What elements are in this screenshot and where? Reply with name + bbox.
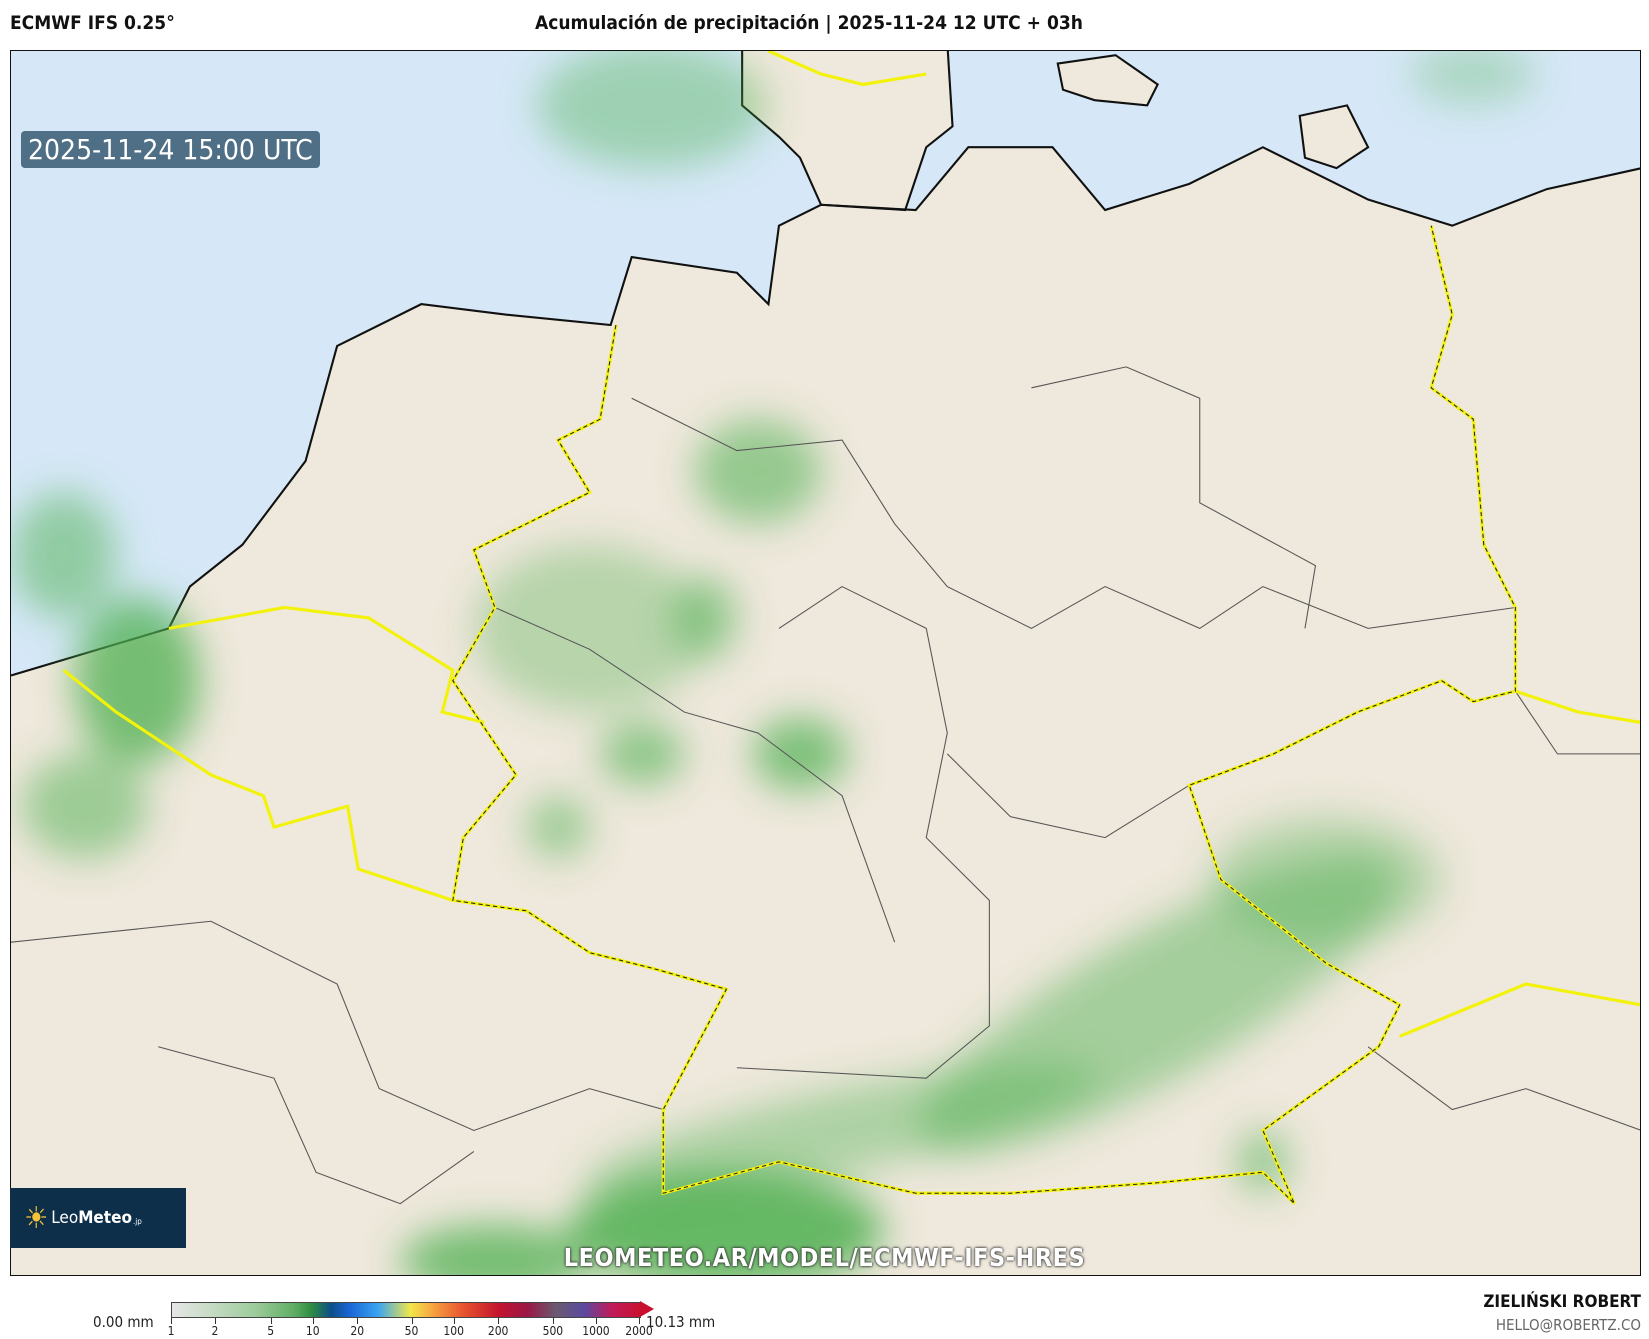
author-name: ZIELIŃSKI ROBERT: [1483, 1292, 1641, 1312]
colorbar-tick: [411, 1318, 413, 1324]
model-name: ECMWF IFS 0.25°: [10, 12, 175, 34]
watermark-url: LEOMETEO.AR/MODEL/ECMWF-IFS-HRES: [563, 1243, 1086, 1272]
colorbar-tick-label: 2: [211, 1324, 219, 1338]
colorbar-tick: [595, 1318, 597, 1324]
author-email[interactable]: HELLO@ROBERTZ.CO: [1495, 1316, 1641, 1334]
precipitation-map[interactable]: 2025-11-24 15:00 UTC: [10, 50, 1641, 1276]
logo-text-bold: Meteo: [78, 1208, 133, 1228]
colorbar-min-label: 0.00 mm: [93, 1313, 154, 1331]
island: [1056, 54, 1160, 107]
colorbar: [171, 1302, 641, 1318]
island: [1298, 104, 1370, 170]
colorbar-tick-label: 500: [542, 1324, 564, 1338]
colorbar-tick: [453, 1318, 455, 1324]
colorbar-tick-label: 50: [404, 1324, 419, 1338]
colorbar-tick-label: 100: [443, 1324, 464, 1338]
colorbar-tick-label: 1000: [582, 1324, 610, 1338]
coastline: [11, 146, 1640, 677]
logo-suffix: .jp: [133, 1216, 142, 1226]
colorbar-max-label: 10.13 mm: [646, 1313, 716, 1331]
colorbar-tick: [552, 1318, 554, 1324]
colorbar-tick: [214, 1318, 216, 1324]
colorbar-tick: [639, 1318, 640, 1324]
ocean: [11, 51, 1640, 676]
colorbar-tick: [357, 1318, 359, 1324]
colorbar-extend-arrow: [640, 1301, 654, 1317]
colorbar-tick: [171, 1318, 172, 1324]
valid-time-label: 2025-11-24 15:00 UTC: [21, 131, 320, 168]
colorbar-tick: [312, 1318, 314, 1324]
national-borders-dash: [452, 225, 1516, 1205]
leometeo-logo[interactable]: ☀ Leo Meteo .jp: [10, 1188, 186, 1248]
regional-borders: [11, 366, 1640, 1205]
colorbar-tick-label: 20: [350, 1324, 365, 1338]
colorbar-tick-label: 200: [487, 1324, 509, 1338]
sun-icon: ☀: [24, 1200, 49, 1236]
map-canvas: [11, 51, 1640, 1275]
colorbar-tick-label: 2000: [625, 1324, 653, 1338]
colorbar-tick-label: 5: [267, 1324, 275, 1338]
logo-text-light: Leo: [51, 1208, 79, 1228]
colorbar-tick-label: 10: [305, 1324, 320, 1338]
colorbar-tick: [270, 1318, 272, 1324]
precipitation-field: [11, 51, 1537, 1275]
chart-title: Acumulación de precipitación | 2025-11-2…: [535, 12, 1083, 34]
colorbar-tick-label: 1: [167, 1324, 175, 1338]
colorbar-tick: [498, 1318, 500, 1324]
